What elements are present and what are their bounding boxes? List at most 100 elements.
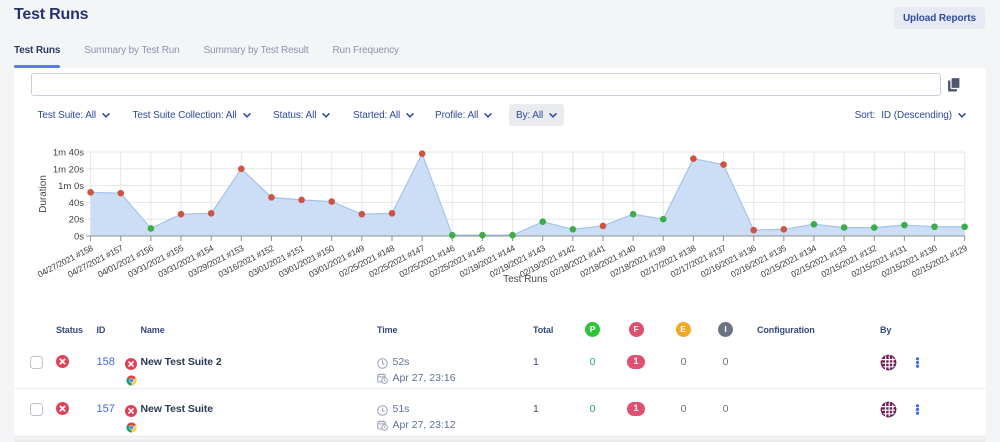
svg-text:40s: 40s (69, 198, 85, 209)
run-name-link[interactable]: New Test Suite (140, 403, 214, 416)
failed-count-badge: 1 (627, 401, 645, 416)
filter-test-suite-collection[interactable]: Test Suite Collection: All (126, 104, 258, 126)
passed-count: 0 (589, 403, 596, 416)
chrome-icon (125, 375, 137, 386)
svg-text:1m 20s: 1m 20s (53, 164, 84, 175)
page-title: Test Runs (14, 6, 89, 23)
calendar-icon (377, 373, 388, 384)
filter-label: Started: All (353, 109, 401, 121)
run-datetime: Apr 27, 23:12 (392, 418, 456, 431)
chevron-down-icon (958, 112, 966, 118)
chrome-icon (125, 420, 137, 438)
chevron-down-icon (549, 112, 557, 118)
kebab-menu-icon (915, 404, 920, 416)
column-header-status: Status (56, 325, 83, 335)
svg-text:0s: 0s (74, 232, 84, 243)
total-count: 1 (533, 403, 539, 416)
failed-status-icon (125, 357, 137, 370)
column-header-incomplete-icon: I (718, 322, 733, 337)
run-duration: 52s (392, 356, 410, 368)
incomplete-count: 0 (722, 403, 729, 416)
column-header-failed-icon: F (628, 322, 644, 337)
user-avatar (880, 354, 897, 371)
svg-text:Test Runs: Test Runs (503, 274, 547, 285)
filter-status[interactable]: Status: All (266, 104, 337, 126)
failed-status-icon (125, 357, 137, 375)
failed-status-icon (125, 404, 137, 422)
row-checkbox[interactable] (29, 356, 43, 369)
sort-control[interactable]: Sort: ID (Descending) (855, 104, 966, 126)
failed-status-icon (56, 402, 69, 420)
chrome-icon (125, 373, 137, 391)
calendar-icon (377, 420, 388, 432)
column-header-configuration: Configuration (757, 325, 815, 335)
chevron-down-icon (406, 112, 414, 118)
failed-count-badge: 1 (627, 354, 645, 369)
svg-text:1m 0s: 1m 0s (58, 181, 84, 192)
filter-label: By: All (516, 109, 544, 121)
row-checkbox[interactable] (29, 403, 43, 417)
error-count: 0 (680, 403, 687, 416)
tab-test-runs[interactable]: Test Runs (14, 44, 61, 68)
filter-test-suite[interactable]: Test Suite: All (31, 104, 118, 126)
run-id-link[interactable]: 157 (96, 403, 115, 416)
copy-icon[interactable] (946, 76, 963, 94)
failed-status-icon (56, 355, 69, 368)
column-header-total: Total (533, 325, 554, 335)
duration-chart: 0s 20s 40s 1m 0s 1m 20s 1m 40s 04/27/2021 #158… (14, 140, 986, 304)
failed-status-icon (56, 355, 69, 373)
calendar-icon (377, 418, 388, 436)
table-row-157: 157 New Test Suite 51s Apr 27, 23:12 1 0… (14, 389, 986, 438)
error-count: 0 (680, 356, 687, 368)
table-row-158: 158 New Test Suite 2 52s Apr 27, 23:16 1… (14, 342, 986, 391)
filter-profile[interactable]: Profile: All (428, 104, 499, 126)
clock-icon (377, 403, 388, 421)
filter-started[interactable]: Started: All (346, 104, 421, 126)
tab-bar: Test Runs Summary by Test Run Summary by T… (14, 44, 399, 69)
kebab-menu-icon (915, 357, 920, 368)
table-header: Status ID Name Time Total Configuration By P F E I (14, 322, 986, 342)
svg-text:20s: 20s (69, 215, 85, 226)
svg-text:1m 40s: 1m 40s (53, 148, 84, 159)
filter-label: Status: All (273, 109, 317, 121)
user-avatar[interactable] (880, 401, 897, 418)
clock-icon (377, 405, 388, 416)
chrome-icon (125, 422, 137, 433)
passed-count: 0 (589, 356, 596, 368)
column-header-passed-icon: P (585, 322, 600, 337)
column-header-id: ID (96, 325, 106, 335)
filter-label: Test Suite Collection: All (132, 109, 237, 121)
svg-text:Duration: Duration (38, 175, 49, 213)
total-count: 1 (533, 356, 539, 368)
tab-run-frequency[interactable]: Run Frequency (332, 45, 399, 56)
column-header-by: By (880, 325, 892, 335)
sort-label: Sort: (854, 109, 876, 121)
run-name-link[interactable]: New Test Suite 2 (140, 356, 222, 368)
column-header-name: Name (140, 325, 165, 335)
tab-summary-by-test-run[interactable]: Summary by Test Run (84, 45, 180, 56)
search-input[interactable] (31, 73, 941, 96)
tab-summary-by-test-result[interactable]: Summary by Test Result (203, 45, 309, 56)
chevron-down-icon (322, 112, 331, 118)
sort-value: ID (Descending) (881, 109, 952, 121)
user-avatar (880, 401, 897, 418)
filter-label: Test Suite: All (37, 109, 97, 121)
row-actions-kebab-button[interactable] (912, 356, 923, 368)
row-actions-kebab-button[interactable] (912, 403, 923, 416)
clock-icon (377, 356, 388, 374)
run-id-link[interactable]: 158 (96, 356, 115, 368)
failed-status-icon (125, 404, 137, 417)
clock-icon (377, 357, 388, 369)
incomplete-count: 0 (722, 356, 729, 368)
column-header-error-icon: E (675, 322, 691, 337)
chevron-down-icon (102, 112, 110, 118)
content-panel: Test Suite: All Test Suite Collection: Al… (14, 68, 986, 442)
run-duration: 51s (392, 403, 410, 416)
filter-label: Profile: All (435, 109, 479, 121)
column-header-time: Time (377, 325, 398, 335)
chevron-down-icon (242, 112, 251, 118)
user-avatar[interactable] (880, 354, 897, 371)
upload-reports-button[interactable]: Upload Reports (893, 7, 985, 29)
filter-by[interactable]: By: All (509, 104, 565, 126)
